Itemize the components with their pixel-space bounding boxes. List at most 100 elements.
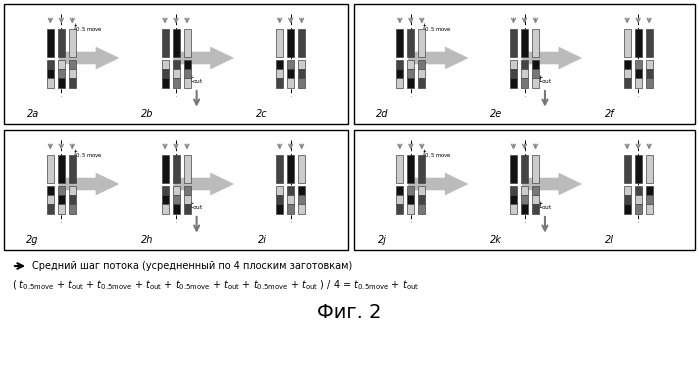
- Bar: [47, 154, 54, 182]
- Bar: [184, 154, 191, 182]
- Bar: [69, 185, 75, 195]
- Bar: [58, 78, 65, 88]
- Bar: [408, 195, 415, 204]
- Bar: [287, 154, 294, 182]
- Bar: [396, 185, 403, 195]
- Bar: [532, 185, 539, 195]
- Bar: [396, 195, 403, 204]
- Polygon shape: [522, 47, 582, 69]
- Bar: [276, 195, 283, 204]
- Bar: [510, 154, 517, 182]
- Bar: [161, 204, 168, 214]
- Bar: [58, 28, 65, 56]
- Bar: [635, 28, 642, 56]
- Text: $t_{\mathregular{out}}$: $t_{\mathregular{out}}$: [189, 200, 204, 212]
- Bar: [532, 78, 539, 88]
- Bar: [408, 154, 415, 182]
- Text: $t_{\mathregular{out}}$: $t_{\mathregular{out}}$: [538, 73, 552, 86]
- Bar: [287, 195, 294, 204]
- Bar: [521, 60, 528, 69]
- Bar: [624, 195, 630, 204]
- Bar: [418, 195, 425, 204]
- Bar: [646, 78, 653, 88]
- Bar: [161, 185, 168, 195]
- Text: $t_{0.5\ \mathregular{move}}$: $t_{0.5\ \mathregular{move}}$: [73, 148, 103, 160]
- Bar: [624, 78, 630, 88]
- Text: 2i: 2i: [257, 235, 266, 245]
- Bar: [532, 154, 539, 182]
- Polygon shape: [59, 173, 119, 195]
- Bar: [408, 60, 415, 69]
- Bar: [521, 185, 528, 195]
- Bar: [161, 195, 168, 204]
- Bar: [287, 28, 294, 56]
- Bar: [298, 60, 305, 69]
- Text: Фиг. 2: Фиг. 2: [317, 303, 382, 321]
- Text: Средний шаг потока (усредненный по 4 плоским заготовкам): Средний шаг потока (усредненный по 4 пло…: [32, 261, 352, 271]
- Bar: [532, 60, 539, 69]
- Bar: [532, 69, 539, 78]
- Bar: [184, 78, 191, 88]
- Text: 2l: 2l: [605, 235, 614, 245]
- Text: 2e: 2e: [490, 109, 502, 119]
- Bar: [298, 154, 305, 182]
- Polygon shape: [174, 47, 233, 69]
- Bar: [69, 60, 75, 69]
- Bar: [646, 28, 653, 56]
- Bar: [646, 60, 653, 69]
- Bar: [510, 195, 517, 204]
- Bar: [521, 69, 528, 78]
- Bar: [646, 154, 653, 182]
- Bar: [173, 78, 180, 88]
- Bar: [69, 69, 75, 78]
- Text: 2d: 2d: [376, 109, 389, 119]
- Bar: [408, 185, 415, 195]
- Bar: [532, 204, 539, 214]
- Bar: [69, 28, 75, 56]
- Bar: [69, 195, 75, 204]
- Polygon shape: [522, 173, 582, 195]
- Bar: [418, 185, 425, 195]
- Bar: [47, 60, 54, 69]
- Bar: [532, 28, 539, 56]
- Bar: [47, 195, 54, 204]
- Bar: [354, 4, 695, 124]
- Bar: [58, 185, 65, 195]
- Bar: [276, 60, 283, 69]
- Bar: [624, 60, 630, 69]
- Bar: [396, 60, 403, 69]
- Bar: [521, 78, 528, 88]
- Text: 2h: 2h: [141, 235, 154, 245]
- Text: $t_{0.5\ \mathregular{move}}$: $t_{0.5\ \mathregular{move}}$: [422, 22, 452, 34]
- Bar: [510, 204, 517, 214]
- Bar: [287, 185, 294, 195]
- Bar: [298, 195, 305, 204]
- Bar: [354, 130, 695, 250]
- Text: $t_{\mathregular{out}}$: $t_{\mathregular{out}}$: [189, 73, 204, 86]
- Bar: [298, 204, 305, 214]
- Bar: [418, 204, 425, 214]
- Bar: [408, 78, 415, 88]
- Bar: [4, 4, 348, 124]
- Text: $t_{0.5\ \mathregular{move}}$: $t_{0.5\ \mathregular{move}}$: [422, 148, 452, 160]
- Bar: [173, 154, 180, 182]
- Bar: [418, 60, 425, 69]
- Bar: [624, 154, 630, 182]
- Bar: [173, 69, 180, 78]
- Bar: [276, 78, 283, 88]
- Bar: [287, 204, 294, 214]
- Bar: [408, 204, 415, 214]
- Bar: [635, 154, 642, 182]
- Bar: [58, 204, 65, 214]
- Bar: [184, 195, 191, 204]
- Bar: [418, 69, 425, 78]
- Bar: [396, 28, 403, 56]
- Bar: [173, 185, 180, 195]
- Bar: [635, 195, 642, 204]
- Bar: [418, 28, 425, 56]
- Bar: [47, 78, 54, 88]
- Bar: [184, 69, 191, 78]
- Bar: [635, 204, 642, 214]
- Bar: [635, 69, 642, 78]
- Text: 2c: 2c: [257, 109, 268, 119]
